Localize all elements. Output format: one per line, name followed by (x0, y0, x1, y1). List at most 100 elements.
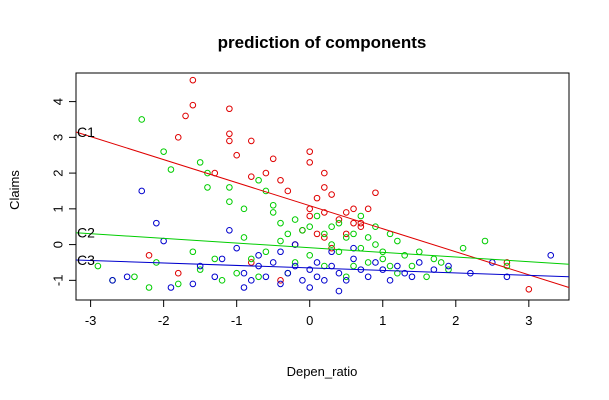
data-point (123, 273, 131, 281)
data-point (255, 273, 262, 281)
data-point (247, 137, 255, 145)
data-point (342, 230, 350, 238)
data-point (372, 223, 379, 231)
data-point (321, 209, 328, 216)
data-point (167, 166, 175, 173)
data-point (379, 248, 387, 256)
line-label-C2: C2 (77, 225, 95, 241)
data-point (503, 273, 511, 281)
chart-title: prediction of components (218, 33, 427, 52)
data-point (247, 173, 255, 180)
data-point (306, 205, 314, 213)
data-point (408, 262, 416, 270)
data-point (174, 280, 182, 288)
data-point (247, 255, 255, 263)
x-axis: -3 -2 -1 0 1 2 3 (85, 300, 532, 328)
data-point (226, 105, 233, 113)
data-point (364, 259, 372, 266)
data-point (109, 277, 116, 284)
data-point (335, 219, 343, 227)
data-point (408, 273, 416, 281)
data-point (218, 255, 226, 263)
data-point (350, 255, 357, 263)
data-point (226, 137, 233, 145)
data-point (313, 259, 321, 266)
data-point (240, 284, 248, 291)
data-point (328, 248, 335, 256)
data-point (94, 262, 102, 270)
data-point (204, 169, 211, 177)
data-point (233, 269, 240, 277)
fit-line-C3 (75, 259, 570, 278)
data-point (423, 273, 430, 281)
data-point (372, 189, 379, 197)
data-point (313, 230, 321, 238)
x-axis-label: Depen_ratio (287, 364, 358, 379)
data-point (350, 205, 357, 213)
data-point (313, 273, 321, 281)
y-tick-label: 2 (51, 169, 66, 176)
x-tick-label: -2 (158, 313, 170, 328)
data-point (255, 252, 262, 259)
data-point (174, 269, 182, 277)
data-point (269, 155, 277, 163)
data-point (350, 262, 357, 270)
data-point (430, 255, 438, 263)
data-point (321, 184, 328, 191)
series-C1 (145, 76, 533, 293)
data-point (153, 219, 160, 227)
data-point (364, 234, 372, 241)
data-point (299, 226, 306, 234)
data-point (445, 262, 452, 270)
data-point (160, 237, 167, 245)
data-point (335, 216, 343, 223)
data-point (342, 209, 350, 216)
data-point (306, 252, 314, 259)
x-tick-label: 3 (525, 313, 532, 328)
data-point (321, 277, 328, 284)
data-point (328, 241, 335, 248)
data-point (233, 151, 240, 159)
data-point (277, 219, 284, 227)
data-point (364, 273, 372, 281)
data-point (218, 277, 226, 284)
data-point (291, 262, 299, 270)
line-label-C3: C3 (77, 252, 95, 268)
data-point (401, 269, 408, 277)
series-C2 (94, 116, 511, 291)
data-point (299, 277, 306, 284)
data-point (233, 244, 240, 252)
data-point (401, 252, 408, 259)
y-tick-label: 1 (51, 205, 66, 212)
fit-line-C2 (75, 232, 570, 265)
x-tick-label: -3 (85, 313, 97, 328)
data-point (160, 148, 167, 155)
data-point (277, 176, 284, 184)
x-tick-label: -1 (231, 313, 243, 328)
data-point (357, 223, 365, 231)
data-point (138, 187, 146, 195)
data-point (503, 262, 511, 270)
data-point (306, 159, 314, 166)
data-point (196, 266, 204, 273)
data-point (277, 277, 284, 284)
data-point (394, 269, 401, 277)
data-point (262, 248, 270, 256)
data-point (291, 216, 299, 223)
data-point (182, 112, 189, 120)
data-point (342, 277, 350, 284)
data-point (211, 255, 219, 263)
y-tick-label: 4 (51, 98, 66, 105)
data-point (189, 248, 197, 256)
data-point (364, 205, 372, 213)
data-point (269, 259, 277, 266)
data-point (306, 212, 314, 220)
plot-box (75, 72, 570, 301)
data-point (350, 219, 357, 227)
data-point (145, 252, 153, 259)
data-point (291, 241, 299, 248)
data-point (328, 191, 335, 198)
data-point (247, 277, 255, 284)
data-point (284, 187, 292, 195)
